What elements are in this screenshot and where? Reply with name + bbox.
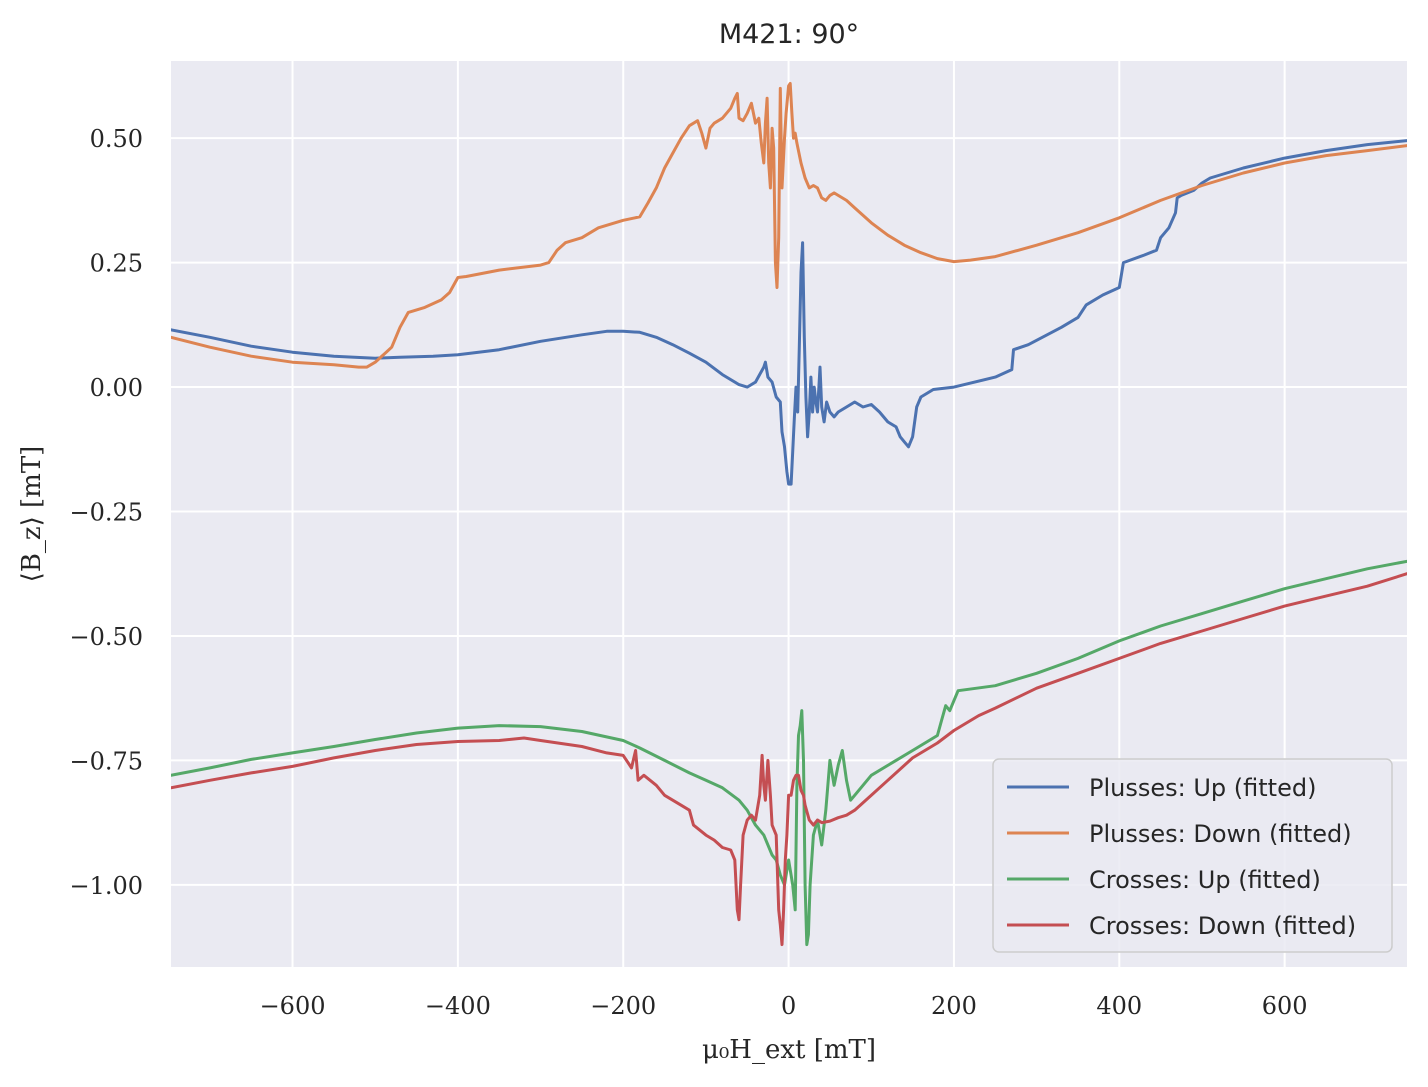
series-line-3 (171, 559, 1407, 947)
y-axis-ticks: 0.50 0.25 0.00 −0.25 −0.50 −0.75 −1.00 (69, 125, 143, 900)
chart-title: M421: 90° (719, 19, 859, 50)
y-tick-label: −0.50 (69, 623, 143, 651)
x-axis-ticks: −600 −400 −200 0 200 400 600 (260, 992, 1308, 1020)
x-tick-label: 0 (781, 992, 796, 1020)
legend-label: Plusses: Down (fitted) (1089, 820, 1352, 848)
legend: Plusses: Up (fitted) Plusses: Down (fitte… (992, 758, 1393, 953)
series-line-2 (171, 81, 1407, 369)
legend-box (992, 758, 1393, 953)
x-axis-label: μ₀H_ext [mT] (702, 1035, 876, 1065)
x-tick-label: −400 (425, 992, 491, 1020)
y-axis-label: ⟨B_z⟩ [mT] (17, 446, 47, 583)
legend-label: Crosses: Up (fitted) (1089, 866, 1321, 894)
x-tick-label: −600 (260, 992, 326, 1020)
x-tick-label: 200 (931, 992, 977, 1020)
legend-label: Crosses: Down (fitted) (1089, 912, 1356, 940)
y-tick-label: 0.25 (90, 250, 143, 278)
series-line-1 (171, 139, 1407, 486)
x-tick-label: −200 (590, 992, 656, 1020)
y-tick-label: 0.50 (90, 125, 143, 153)
y-tick-label: 0.00 (90, 374, 143, 402)
legend-label: Plusses: Up (fitted) (1089, 774, 1316, 802)
y-tick-label: −1.00 (69, 872, 143, 900)
data-series (171, 81, 1407, 947)
x-tick-label: 400 (1096, 992, 1142, 1020)
series-line-4 (171, 572, 1407, 947)
y-tick-label: −0.25 (69, 499, 143, 527)
y-tick-label: −0.75 (69, 747, 143, 775)
x-tick-label: 600 (1262, 992, 1308, 1020)
grid-lines (171, 61, 1407, 967)
